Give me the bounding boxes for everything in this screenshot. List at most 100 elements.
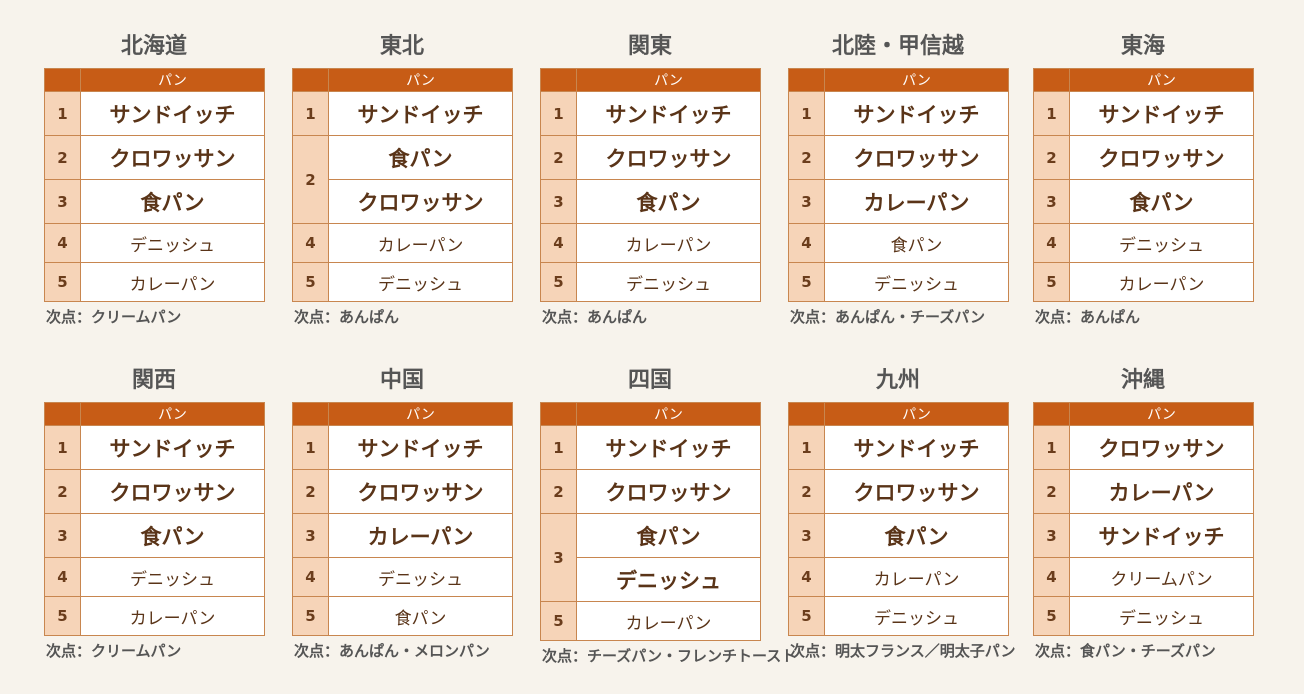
- rank-number: 5: [1033, 596, 1070, 636]
- rank-number: 4: [788, 223, 825, 263]
- table-row: 1 サンドイッチ: [540, 91, 761, 136]
- rank-header-cell: [788, 68, 825, 92]
- table-row: 4 カレーパン: [540, 223, 761, 263]
- bread-item: デニッシュ: [328, 557, 513, 597]
- table-row: 5 デニッシュ: [292, 262, 513, 302]
- rank-number: 3: [44, 513, 81, 558]
- rank-header-cell: [540, 402, 577, 426]
- bread-header-cell: パン: [1069, 402, 1254, 426]
- bread-item: デニッシュ: [80, 223, 265, 263]
- bread-header-cell: パン: [576, 68, 761, 92]
- rank-number: 1: [44, 91, 81, 136]
- region-title: 東海: [1120, 34, 1165, 59]
- bread-item: 食パン: [80, 179, 265, 224]
- region-title: 北陸・甲信越: [831, 34, 964, 59]
- rank-number: 3: [292, 513, 329, 558]
- rank-number: 5: [788, 596, 825, 636]
- bread-item: デニッシュ: [1069, 596, 1254, 636]
- rank-header-cell: [44, 68, 81, 92]
- table-row: 2 クロワッサン: [292, 469, 513, 514]
- bread-item: サンドイッチ: [80, 425, 265, 470]
- table-row: 2 カレーパン: [1033, 469, 1254, 514]
- table-header-row: パン: [292, 402, 513, 426]
- table-row: 2 クロワッサン: [788, 469, 1009, 514]
- bread-item: 食パン: [576, 179, 761, 224]
- table-row: 5 デニッシュ: [788, 262, 1009, 302]
- bread-item: クロワッサン: [328, 179, 513, 224]
- region-panel: 東北 パン 1 サンドイッチ 2 食パン クロワッサン 4 カレーパン 5 デニッシュ 次点：あんぱん: [292, 30, 513, 327]
- rank-header-cell: [540, 68, 577, 92]
- bread-header-cell: パン: [80, 402, 265, 426]
- table-row: デニッシュ: [541, 557, 761, 602]
- bread-item: サンドイッチ: [576, 425, 761, 470]
- rank-number: 4: [540, 223, 577, 263]
- table-row: 3 食パン: [1033, 179, 1254, 224]
- bread-item: カレーパン: [328, 513, 513, 558]
- bread-header-cell: パン: [328, 68, 513, 92]
- bread-item: カレーパン: [576, 601, 761, 641]
- table-row: 2 クロワッサン: [540, 135, 761, 180]
- region-title: 九州: [875, 368, 920, 393]
- table-row: 1 サンドイッチ: [540, 425, 761, 470]
- rank-number: 3: [1033, 513, 1070, 558]
- region-panel: 中国 パン 1 サンドイッチ 2 クロワッサン 3 カレーパン 4 デニッシュ 5 食パン 次点：あんぱ…: [292, 364, 513, 661]
- rank-number: 4: [788, 557, 825, 597]
- rank-header-cell: [1033, 402, 1070, 426]
- region-panel: 北海道 パン 1 サンドイッチ 2 クロワッサン 3 食パン 4 デニッシュ 5 カレーパン 次点：クリ…: [44, 30, 265, 327]
- rank-number: 4: [292, 223, 329, 263]
- region-title: 沖縄: [1120, 368, 1165, 393]
- rank-number: 5: [44, 596, 81, 636]
- bread-header-cell: パン: [328, 402, 513, 426]
- ranking-table: パン 1 サンドイッチ 2 クロワッサン 3 食パン 4 デニッシュ 5 カレーパン: [44, 68, 265, 302]
- bread-item: カレーパン: [80, 596, 265, 636]
- rank-number: 2: [44, 135, 81, 180]
- table-row: 2 クロワッサン: [44, 469, 265, 514]
- bread-item: デニッシュ: [576, 557, 761, 602]
- rank-header-cell: [44, 402, 81, 426]
- bread-item: デニッシュ: [824, 262, 1009, 302]
- bread-header-cell: パン: [824, 402, 1009, 426]
- table-row: 4 食パン: [788, 223, 1009, 263]
- table-header-row: パン: [788, 402, 1009, 426]
- bread-item: 食パン: [824, 513, 1009, 558]
- rank-number: 2: [540, 469, 577, 514]
- bread-item: カレーパン: [1069, 469, 1254, 514]
- ranking-table: パン 1 サンドイッチ 2 クロワッサン 3 食パン 4 カレーパン 5 デニッシュ: [788, 402, 1009, 636]
- table-row: 3 カレーパン: [788, 179, 1009, 224]
- bread-item: クロワッサン: [576, 135, 761, 180]
- rank-number: 1: [1033, 425, 1070, 470]
- region-panel: 四国 パン 1 サンドイッチ 2 クロワッサン 3 食パン デニッシュ 5 カレーパン 次点：チーズパ…: [540, 364, 796, 666]
- rank-number: 5: [788, 262, 825, 302]
- bread-item: 食パン: [1069, 179, 1254, 224]
- bread-item: デニッシュ: [576, 262, 761, 302]
- table-row: 4 デニッシュ: [292, 557, 513, 597]
- rank-number: 2: [1033, 469, 1070, 514]
- bread-item: デニッシュ: [80, 557, 265, 597]
- table-header-row: パン: [540, 68, 761, 92]
- table-header-row: パン: [1033, 68, 1254, 92]
- bread-item: 食パン: [328, 135, 513, 180]
- bread-item: 食パン: [80, 513, 265, 558]
- table-row: 3 カレーパン: [292, 513, 513, 558]
- table-row: 3 食パン: [788, 513, 1009, 558]
- bread-item: サンドイッチ: [1069, 513, 1254, 558]
- bread-item: カレーパン: [80, 262, 265, 302]
- table-row: クロワッサン: [293, 179, 513, 224]
- bread-item: サンドイッチ: [1069, 91, 1254, 136]
- rank-number: 1: [788, 425, 825, 470]
- region-panel: 東海 パン 1 サンドイッチ 2 クロワッサン 3 食パン 4 デニッシュ 5 カレーパン 次点：あんぱ…: [1033, 30, 1254, 327]
- table-row: 2 クロワッサン: [1033, 135, 1254, 180]
- rank-number: 4: [1033, 557, 1070, 597]
- region-title: 関東: [627, 34, 672, 59]
- table-row: 3 食パン: [540, 513, 761, 602]
- table-header-row: パン: [788, 68, 1009, 92]
- table-header-row: パン: [292, 68, 513, 92]
- rank-number: 5: [44, 262, 81, 302]
- bread-item: カレーパン: [328, 223, 513, 263]
- table-row: 4 クリームパン: [1033, 557, 1254, 597]
- bread-item: サンドイッチ: [576, 91, 761, 136]
- runner-up-note: 次点：あんぱん・メロンパン: [294, 642, 490, 660]
- region-title: 関西: [131, 368, 176, 393]
- region-panel: 関西 パン 1 サンドイッチ 2 クロワッサン 3 食パン 4 デニッシュ 5 カレーパン 次点：クリー…: [44, 364, 265, 661]
- ranking-table: パン 1 サンドイッチ 2 クロワッサン 3 食パン 4 デニッシュ 5 カレーパン: [1033, 68, 1254, 302]
